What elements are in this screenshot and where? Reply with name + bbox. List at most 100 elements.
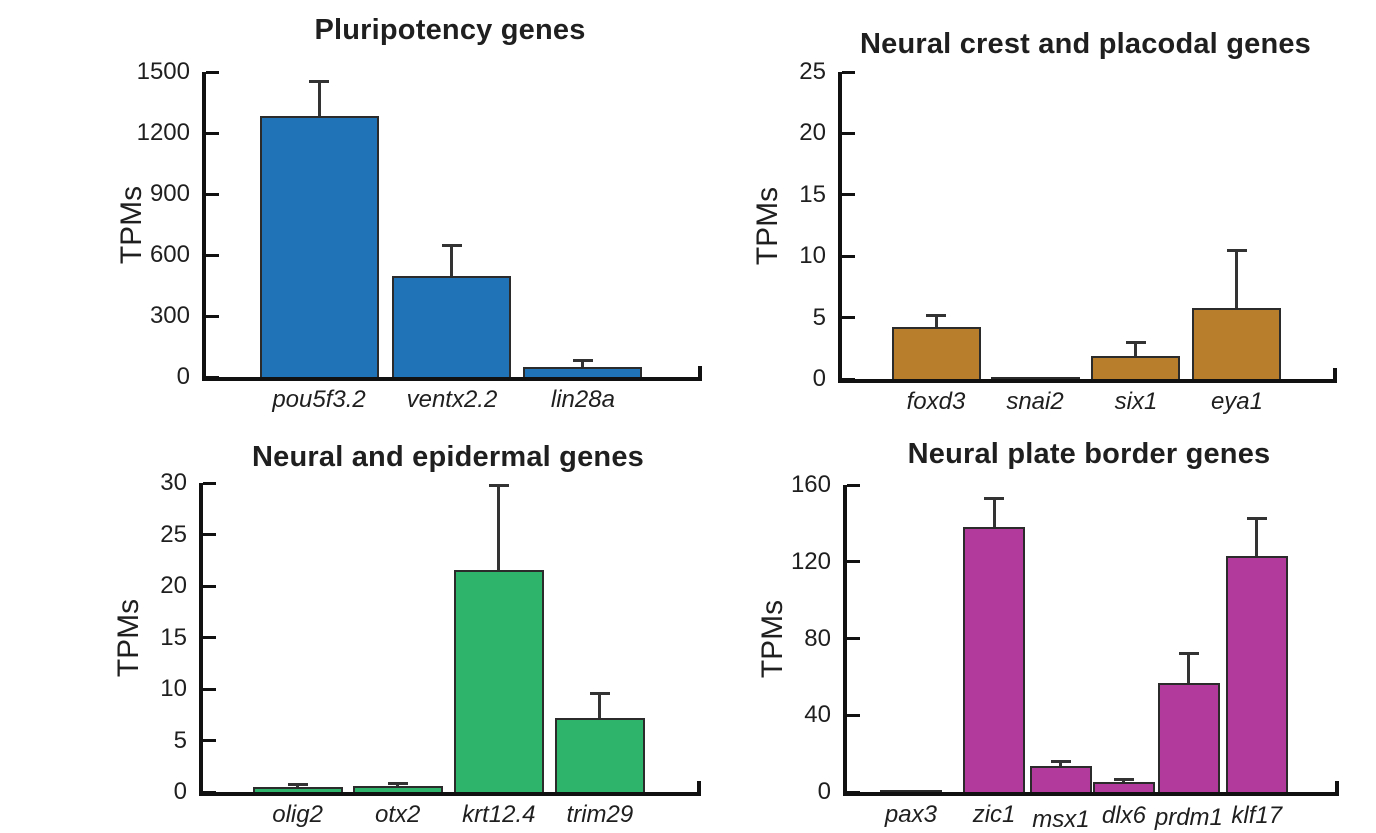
bar — [991, 377, 1080, 379]
x-category-label: pax3 — [884, 801, 937, 828]
x-category-label: trim29 — [566, 801, 634, 828]
y-axis-tick — [206, 375, 219, 379]
y-axis-tick — [203, 481, 216, 485]
y-tick-label: 1500 — [136, 58, 190, 85]
x-axis-line — [838, 379, 1337, 383]
y-tick-label: 5 — [812, 303, 826, 331]
chart-title: Pluripotency genes — [314, 14, 586, 46]
error-bar-cap — [1226, 249, 1247, 253]
y-axis-tick — [203, 739, 216, 742]
error-bar-cap — [309, 80, 330, 84]
x-category-label: dlx6 — [1101, 802, 1146, 829]
x-axis-end-tick — [697, 781, 701, 792]
y-axis-label: TPMs — [756, 599, 789, 678]
bar — [392, 276, 511, 377]
chart-title: Neural plate border genes — [907, 438, 1271, 470]
y-axis-tick — [842, 70, 855, 74]
x-category-label: klf17 — [1231, 802, 1283, 829]
y-tick-label: 25 — [160, 520, 187, 548]
error-bar-cap — [1246, 516, 1267, 520]
y-axis-label: TPMs — [112, 598, 145, 677]
error-bar-line — [1134, 342, 1138, 356]
y-tick-label: 900 — [149, 180, 190, 207]
x-axis-line — [199, 792, 701, 796]
x-category-label: ventx2.2 — [406, 386, 498, 413]
error-bar-cap — [1178, 651, 1199, 655]
plot-area: 0 300 600 900 1200 1500 pou5f3.2 ventx2.2 lin28a — [137, 60, 702, 413]
error-bar-cap — [1050, 760, 1071, 764]
y-axis-tick — [203, 533, 216, 536]
y-axis-tick — [842, 254, 855, 258]
x-axis-end-tick — [1333, 368, 1337, 379]
y-axis-tick — [203, 636, 216, 639]
y-axis-line — [843, 485, 847, 796]
y-axis-tick — [847, 713, 860, 717]
error-bar-line — [598, 693, 602, 718]
y-axis-tick — [203, 790, 216, 794]
error-bar-line — [396, 782, 400, 786]
x-category-label: foxd3 — [906, 388, 966, 415]
error-bar-cap — [441, 243, 462, 247]
x-category-label: olig2 — [272, 801, 323, 828]
y-axis-tick — [842, 193, 855, 197]
y-axis-tick — [206, 70, 219, 74]
y-tick-label: 0 — [173, 778, 187, 805]
y-axis-tick — [206, 131, 219, 135]
y-tick-label: 600 — [149, 241, 190, 268]
error-bar-cap — [287, 783, 308, 787]
bar — [880, 790, 942, 792]
x-axis-line — [843, 792, 1339, 796]
x-category-label: six1 — [1114, 388, 1158, 415]
error-bar-cap — [387, 781, 408, 785]
chart-title: Neural and epidermal genes — [252, 441, 644, 473]
y-axis-tick — [842, 316, 855, 320]
y-axis-line — [199, 483, 203, 796]
error-bar-cap — [926, 314, 946, 318]
error-bar-line — [497, 485, 501, 570]
error-bar-line — [992, 498, 996, 528]
x-category-label: pou5f3.2 — [272, 386, 366, 413]
y-axis-label: TPMs — [751, 186, 784, 265]
x-category-label: snai2 — [1006, 388, 1064, 415]
error-bar-line — [450, 244, 454, 277]
x-axis-end-tick — [1335, 781, 1339, 792]
bar — [1158, 682, 1220, 792]
error-bar-line — [296, 784, 300, 787]
x-axis-end-tick — [698, 366, 702, 377]
bar — [1030, 766, 1092, 792]
x-axis-line — [202, 377, 702, 381]
bar — [260, 115, 379, 377]
x-category-label: eya1 — [1210, 388, 1263, 415]
y-axis-tick — [847, 560, 860, 564]
y-tick-label: 15 — [160, 623, 187, 651]
y-axis-label: TPMs — [115, 185, 148, 264]
y-tick-label: 120 — [790, 547, 831, 575]
error-bar-cap — [572, 358, 593, 362]
bar — [454, 569, 544, 792]
y-tick-label: 5 — [173, 726, 187, 754]
plot-area: 0 40 80 120 160 pax3 zic1 msx1 dlx6 prdm1 klf17 — [791, 473, 1339, 833]
y-axis-tick — [842, 131, 855, 135]
bar — [1091, 355, 1180, 379]
y-axis-tick — [847, 483, 860, 487]
y-tick-label: 1200 — [136, 119, 190, 146]
error-bar-cap — [1125, 341, 1146, 345]
error-bar-cap — [589, 692, 610, 696]
y-axis-tick — [206, 314, 219, 318]
y-axis-tick — [206, 192, 219, 196]
error-bar-line — [1122, 779, 1126, 783]
y-axis-tick — [847, 637, 860, 640]
y-axis-tick — [206, 253, 219, 257]
bar — [1192, 307, 1281, 379]
y-tick-label: 160 — [790, 471, 831, 498]
y-tick-label: 80 — [804, 624, 831, 652]
bar — [253, 786, 343, 792]
y-axis-tick — [847, 790, 860, 794]
bar — [555, 717, 645, 792]
y-tick-label: 0 — [817, 778, 831, 805]
y-tick-label: 0 — [176, 363, 190, 390]
y-tick-label: 20 — [160, 572, 187, 599]
y-tick-label: 25 — [799, 58, 826, 85]
